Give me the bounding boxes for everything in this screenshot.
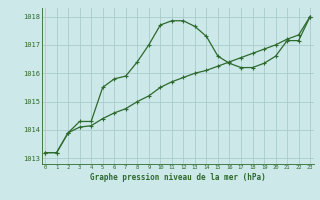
X-axis label: Graphe pression niveau de la mer (hPa): Graphe pression niveau de la mer (hPa)	[90, 173, 266, 182]
